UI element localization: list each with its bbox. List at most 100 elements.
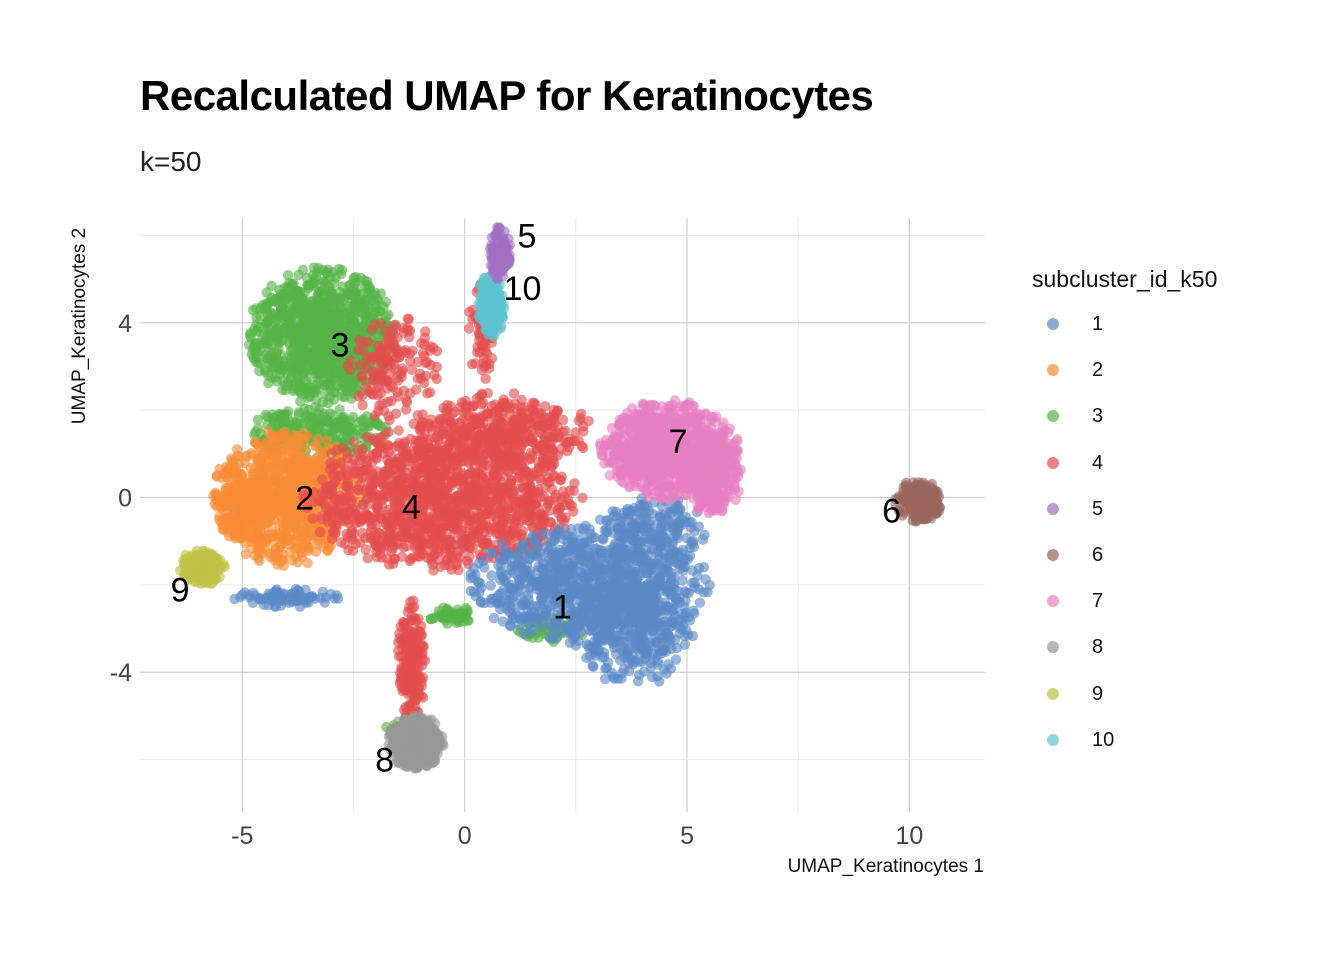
data-point <box>543 456 554 467</box>
data-point <box>413 632 424 643</box>
data-point <box>391 321 402 333</box>
data-point <box>312 408 323 420</box>
data-point <box>317 368 328 379</box>
data-point <box>561 499 572 511</box>
data-point <box>412 551 423 562</box>
data-point <box>466 359 478 370</box>
data-point <box>498 489 509 500</box>
data-point <box>408 418 419 429</box>
data-point <box>231 444 243 455</box>
data-point <box>441 447 452 458</box>
data-point <box>442 411 453 422</box>
data-point <box>379 466 390 477</box>
data-point <box>342 453 353 464</box>
data-point <box>279 417 290 428</box>
data-point <box>312 433 323 444</box>
data-point <box>236 531 247 542</box>
data-point <box>365 284 376 296</box>
data-point <box>515 407 526 418</box>
data-point <box>337 414 349 425</box>
data-point <box>322 378 333 389</box>
data-point <box>389 553 400 564</box>
data-point <box>307 478 319 490</box>
data-point <box>314 448 326 459</box>
data-point <box>283 377 294 388</box>
data-point <box>307 529 318 541</box>
data-point <box>287 493 299 505</box>
data-point <box>224 464 235 475</box>
data-point <box>458 481 470 492</box>
data-point <box>254 555 265 566</box>
data-point <box>344 423 355 434</box>
data-point <box>501 433 512 445</box>
data-point <box>444 436 455 447</box>
data-point <box>224 482 236 493</box>
data-point <box>271 376 283 387</box>
data-point <box>395 459 407 471</box>
data-point <box>250 498 261 509</box>
data-point <box>375 432 386 443</box>
data-point <box>383 338 395 350</box>
data-point <box>325 361 336 372</box>
data-point <box>453 564 464 576</box>
data-point <box>524 412 536 424</box>
data-point <box>389 363 400 375</box>
data-point <box>508 489 519 500</box>
data-point <box>315 496 326 507</box>
data-point <box>319 388 331 399</box>
data-point <box>472 418 484 430</box>
data-point <box>367 374 379 385</box>
data-point <box>323 541 335 553</box>
data-point <box>330 428 341 440</box>
data-point <box>377 537 388 548</box>
data-point <box>288 483 300 495</box>
data-point <box>420 370 431 382</box>
data-point <box>302 430 313 442</box>
data-point <box>201 577 213 589</box>
data-point <box>314 526 326 538</box>
data-point <box>357 400 368 411</box>
data-point <box>405 669 416 680</box>
data-point <box>375 346 386 357</box>
data-point <box>357 370 368 381</box>
data-point <box>245 332 256 343</box>
data-point <box>542 443 553 454</box>
data-point <box>313 539 324 550</box>
data-point <box>408 595 419 606</box>
data-point <box>330 528 341 539</box>
data-point <box>321 337 333 348</box>
data-point <box>326 285 337 297</box>
data-point <box>206 565 217 576</box>
data-point <box>382 375 394 386</box>
data-point <box>462 604 473 615</box>
data-point <box>464 306 475 318</box>
data-point <box>282 535 293 546</box>
data-point <box>373 527 385 539</box>
data-point <box>285 509 296 521</box>
data-point <box>478 358 489 369</box>
data-point <box>262 329 273 341</box>
data-point <box>432 418 443 429</box>
data-point <box>322 264 334 275</box>
data-point <box>371 552 382 563</box>
data-point <box>278 479 289 490</box>
data-point <box>583 415 594 427</box>
data-point <box>254 442 265 453</box>
data-point <box>398 620 409 631</box>
data-point <box>290 325 302 337</box>
data-point <box>480 373 491 384</box>
data-point <box>400 404 412 415</box>
data-point <box>477 464 488 476</box>
data-point <box>360 532 371 544</box>
data-point <box>354 479 365 491</box>
data-point <box>271 323 282 334</box>
data-point <box>486 497 497 508</box>
data-point <box>290 517 301 529</box>
data-point <box>433 472 444 483</box>
data-point <box>279 327 290 338</box>
data-point <box>279 303 290 315</box>
data-point <box>317 474 328 485</box>
data-point <box>302 557 313 569</box>
data-point <box>268 528 279 539</box>
data-point <box>423 420 434 432</box>
